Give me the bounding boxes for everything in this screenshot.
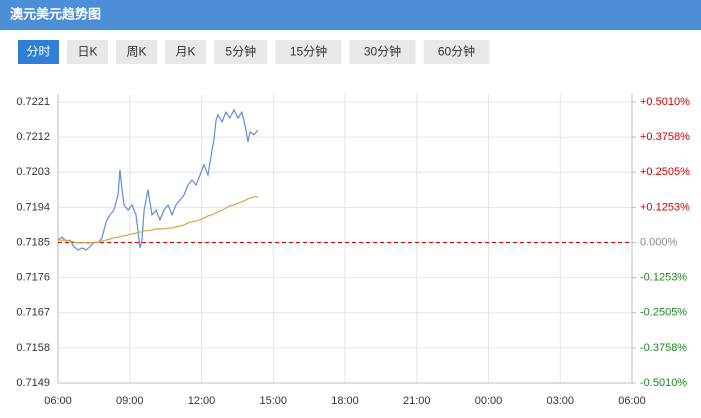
y2-tick-label: -0.5010%: [640, 377, 687, 389]
x-tick-label: 18:00: [331, 395, 359, 407]
tab[interactable]: [165, 40, 206, 64]
tab[interactable]: [18, 40, 59, 64]
x-tick-label: 09:00: [116, 395, 144, 407]
y2-tick-label: -0.1253%: [640, 272, 687, 284]
y-tick-label: 0.7194: [16, 201, 50, 213]
x-tick-label: 00:00: [475, 395, 503, 407]
tab-label[interactable]: 月K: [175, 45, 195, 59]
x-tick-label: 06:00: [44, 395, 72, 407]
x-tick-label: 21:00: [403, 395, 431, 407]
y-tick-label: 0.7212: [16, 131, 50, 143]
tab[interactable]: [214, 40, 268, 64]
tab[interactable]: [349, 40, 416, 64]
tab[interactable]: [67, 40, 108, 64]
y2-tick-label: +0.2505%: [640, 166, 690, 178]
y2-tick-label: -0.3758%: [640, 342, 687, 354]
tab-label[interactable]: 60分钟: [438, 44, 475, 59]
y-tick-label: 0.7149: [16, 377, 50, 389]
y2-tick-label: -0.2505%: [640, 307, 687, 319]
tab[interactable]: [116, 40, 157, 64]
price-line: [58, 196, 258, 244]
x-tick-label: 15:00: [259, 395, 287, 407]
y-tick-label: 0.7167: [16, 307, 50, 319]
header-bar: [0, 0, 701, 30]
tab[interactable]: [275, 40, 342, 64]
x-tick-label: 06:00: [618, 395, 646, 407]
y-tick-label: 0.7203: [16, 166, 50, 178]
x-tick-label: 03:00: [546, 395, 574, 407]
tab-label[interactable]: 5分钟: [225, 44, 256, 59]
tab-label[interactable]: 分时: [26, 45, 50, 59]
y2-tick-label: +0.1253%: [640, 201, 690, 213]
y2-tick-label: +0.3758%: [640, 131, 690, 143]
tab-label[interactable]: 15分钟: [290, 44, 327, 59]
y-tick-label: 0.7158: [16, 342, 50, 354]
y2-tick-label: 0.000%: [640, 236, 678, 248]
tab-label[interactable]: 30分钟: [364, 44, 401, 59]
header-title: 澳元美元趋势图: [10, 6, 101, 21]
x-tick-label: 12:00: [188, 395, 216, 407]
tab-label[interactable]: 周K: [126, 45, 146, 59]
y-tick-label: 0.7176: [16, 272, 50, 284]
y-tick-label: 0.7221: [16, 96, 50, 108]
tab[interactable]: [423, 40, 490, 64]
y2-tick-label: +0.5010%: [640, 96, 690, 108]
y-tick-label: 0.7185: [16, 236, 50, 248]
tab-label[interactable]: 日K: [77, 45, 97, 59]
